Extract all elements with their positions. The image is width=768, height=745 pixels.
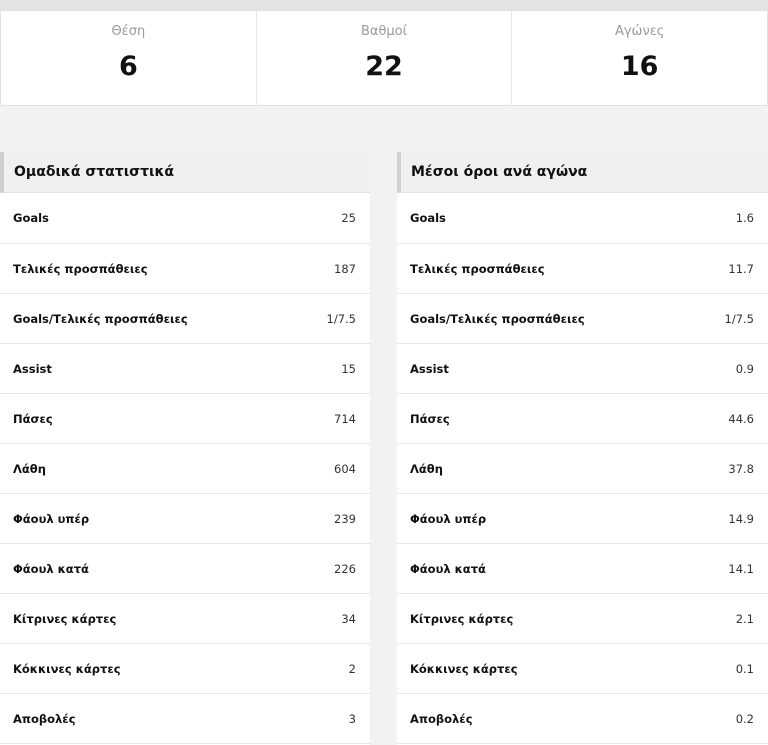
stat-row: Assist 0.9 [397,344,768,394]
stat-row: Κίτρινες κάρτες 2.1 [397,594,768,644]
top-strip [0,0,768,10]
stat-value: 44.6 [728,411,754,426]
stat-value: 187 [334,261,356,276]
stat-value: 1/7.5 [724,311,754,326]
averages-title: Μέσοι όροι ανά αγώνα [397,152,768,193]
stat-label: Assist [13,361,52,376]
stat-label: Assist [410,361,449,376]
stat-label: Τελικές προσπάθειες [13,261,148,276]
stat-row: Αποβολές 0.2 [397,694,768,744]
stat-value: 226 [334,561,356,576]
stat-value: 14.1 [728,561,754,576]
stat-label: Αποβολές [13,711,76,726]
stat-row: Λάθη 37.8 [397,444,768,494]
stat-row: Τελικές προσπάθειες 187 [0,244,370,294]
stat-value: 239 [334,511,356,526]
summary-matches-value: 16 [620,51,659,82]
stat-row: Πάσες 44.6 [397,394,768,444]
averages-panel: Μέσοι όροι ανά αγώνα Goals 1.6 Τελικές προ… [397,152,768,745]
stat-value: 0.1 [735,661,754,676]
stat-label: Φάουλ υπέρ [13,511,90,526]
stat-value: 3 [348,711,356,726]
summary-position-value: 6 [118,51,138,82]
stat-row: Αποβολές 3 [0,694,370,744]
stat-value: 34 [341,611,356,626]
stat-row: Φάουλ κατά 226 [0,544,370,594]
stat-row: Κόκκινες κάρτες 2 [0,644,370,694]
season-summary: Θέση 6 Βαθμοί 22 Αγώνες 16 [0,10,768,106]
stat-label: Φάουλ κατά [13,561,89,576]
stat-value: 2.1 [735,611,754,626]
team-stats-panel: Ομαδικά στατιστικά Goals 25 Τελικές προσπά… [0,152,370,745]
summary-matches-label: Αγώνες [614,24,665,39]
stat-row: Κόκκινες κάρτες 0.1 [397,644,768,694]
stat-label: Κίτρινες κάρτες [13,611,117,626]
stat-value: 14.9 [728,511,754,526]
summary-points-value: 22 [365,51,403,82]
stat-label: Πάσες [13,411,53,426]
summary-matches: Αγώνες 16 [512,11,767,105]
stat-value: 1.6 [735,211,754,225]
stat-value: 11.7 [728,261,754,276]
stat-value: 25 [341,211,356,225]
stat-label: Goals/Τελικές προσπάθειες [410,311,585,326]
stat-value: 37.8 [728,461,754,476]
stat-label: Αποβολές [410,711,473,726]
stat-row: Goals 25 [0,193,370,244]
summary-position: Θέση 6 [1,11,257,105]
stat-row: Πάσες 714 [0,394,370,444]
stat-row: Assist 15 [0,344,370,394]
stat-row: Κίτρινες κάρτες 34 [0,594,370,644]
stat-label: Goals [410,211,446,225]
stat-value: 0.2 [735,711,754,726]
summary-points: Βαθμοί 22 [257,11,513,105]
stat-row: Τελικές προσπάθειες 11.7 [397,244,768,294]
stat-value: 2 [348,661,356,676]
stat-row: Goals 1.6 [397,193,768,244]
stat-value: 714 [334,411,356,426]
stat-label: Λάθη [410,461,443,476]
stat-label: Κόκκινες κάρτες [410,661,518,676]
stat-label: Φάουλ υπέρ [410,511,487,526]
averages-list: Goals 1.6 Τελικές προσπάθειες 11.7 Goals/Τελ… [397,193,768,744]
stat-label: Πάσες [410,411,450,426]
stat-value: 15 [341,361,356,376]
stat-row: Λάθη 604 [0,444,370,494]
stat-label: Τελικές προσπάθειες [410,261,545,276]
team-stats-title: Ομαδικά στατιστικά [0,152,370,193]
summary-points-label: Βαθμοί [360,24,408,39]
stat-value: 0.9 [735,361,754,376]
summary-position-label: Θέση [111,24,146,39]
stat-label: Κίτρινες κάρτες [410,611,514,626]
stat-label: Φάουλ κατά [410,561,486,576]
stat-row: Φάουλ υπέρ 14.9 [397,494,768,544]
stat-value: 604 [334,461,356,476]
stat-label: Goals [13,211,49,225]
stat-row: Goals/Τελικές προσπάθειες 1/7.5 [0,294,370,344]
stat-value: 1/7.5 [326,311,356,326]
stat-label: Κόκκινες κάρτες [13,661,121,676]
team-stats-list: Goals 25 Τελικές προσπάθειες 187 Goals/Τελικ… [0,193,370,744]
stat-row: Goals/Τελικές προσπάθειες 1/7.5 [397,294,768,344]
stat-row: Φάουλ υπέρ 239 [0,494,370,544]
stat-row: Φάουλ κατά 14.1 [397,544,768,594]
stat-label: Λάθη [13,461,46,476]
stat-label: Goals/Τελικές προσπάθειες [13,311,188,326]
